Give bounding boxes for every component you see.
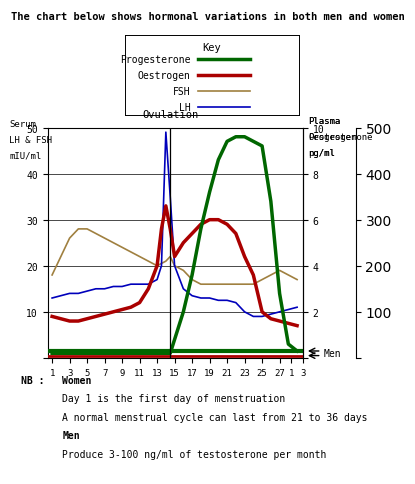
Text: Serum: Serum [10, 119, 37, 128]
Text: The chart below shows hormonal variations in both men and women: The chart below shows hormonal variation… [11, 12, 404, 22]
Text: pg/ml: pg/ml [308, 149, 335, 158]
Text: Key: Key [202, 43, 221, 53]
Text: Plasma: Plasma [308, 117, 340, 126]
Text: Progesterone: Progesterone [120, 55, 191, 65]
Text: Oestrogen: Oestrogen [138, 71, 191, 81]
Text: Day 1 is the first day of menstruation: Day 1 is the first day of menstruation [62, 393, 286, 404]
Text: Ovulation: Ovulation [142, 110, 198, 120]
Text: mIU/ml: mIU/ml [10, 151, 42, 161]
Text: Progesterone: Progesterone [308, 133, 373, 142]
Text: LH: LH [179, 103, 191, 113]
Text: Oestrogen: Oestrogen [308, 133, 356, 142]
Text: NB :: NB : [21, 375, 50, 385]
Text: LH & FSH: LH & FSH [10, 136, 52, 144]
Text: FSH: FSH [173, 87, 191, 97]
Text: Women: Women [62, 375, 92, 385]
Text: Men: Men [62, 430, 80, 440]
Text: Plasma: Plasma [308, 117, 340, 126]
Text: Produce 3-100 ng/ml of testosterone per month: Produce 3-100 ng/ml of testosterone per … [62, 449, 327, 459]
Text: Men: Men [324, 348, 341, 359]
Text: A normal menstrual cycle can last from 21 to 36 days: A normal menstrual cycle can last from 2… [62, 412, 368, 422]
Text: ng/ml: ng/ml [308, 149, 335, 158]
